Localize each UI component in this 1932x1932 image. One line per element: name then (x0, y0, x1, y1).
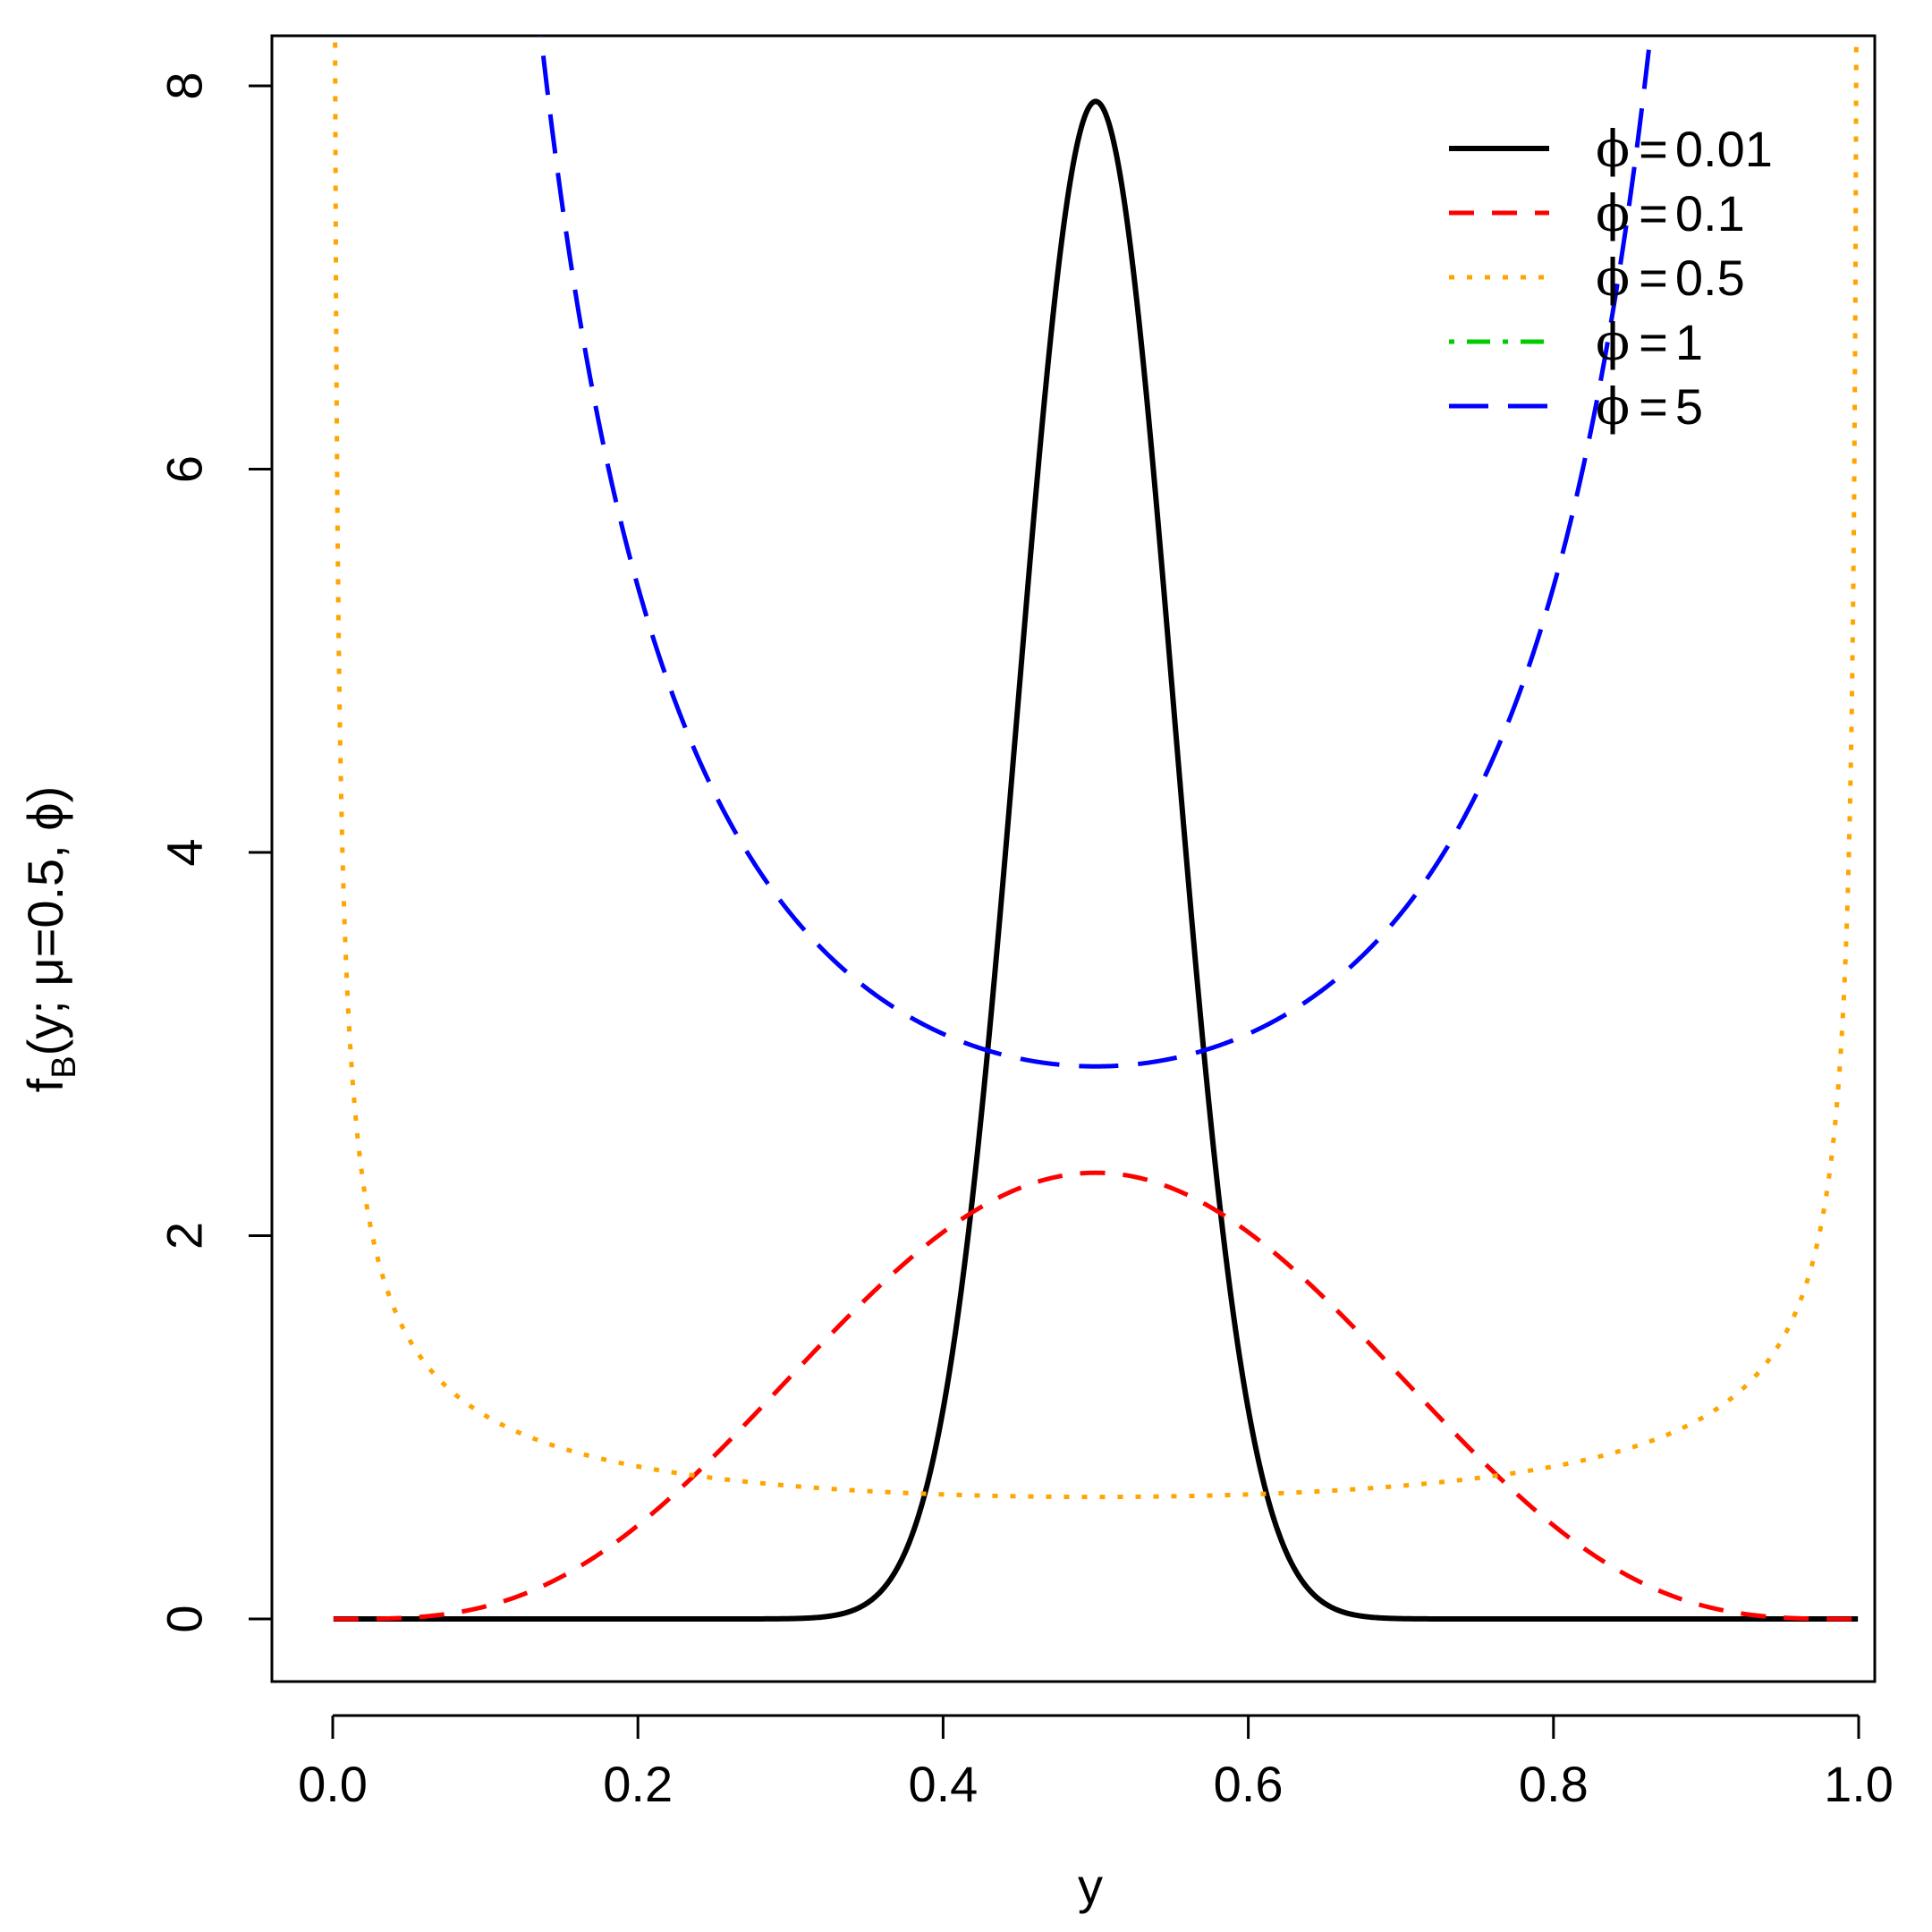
legend-label-4: ϕ = 5 (1596, 378, 1703, 436)
x-axis-title: y (1078, 1858, 1103, 1914)
legend-label-0: ϕ = 0.01 (1596, 121, 1773, 179)
y-axis-title: fB(y; μ=0.5, ϕ) (17, 786, 83, 1093)
y-tick-label-1: 2 (157, 1222, 213, 1250)
y-tick-label-2: 4 (157, 838, 213, 866)
x-axis: 0.0 0.2 0.4 0.6 0.8 1.0 (298, 1714, 1894, 1812)
x-tick-label-0: 0.0 (298, 1756, 368, 1812)
x-tick-label-5: 1.0 (1824, 1756, 1894, 1812)
y-axis-title-args: (y; μ=0.5, ϕ) (17, 786, 73, 1056)
y-axis: 0 2 4 6 8 (157, 72, 274, 1633)
x-tick-label-2: 0.4 (908, 1756, 978, 1812)
legend-label-3: ϕ = 1 (1596, 314, 1703, 372)
legend-label-2: ϕ = 0.5 (1596, 250, 1745, 308)
y-tick-label-0: 0 (157, 1605, 213, 1632)
legend: ϕ = 0.01 ϕ = 0.1 ϕ = 0.5 ϕ = 1 ϕ = 5 (1449, 121, 1773, 436)
series-line-2 (333, 36, 1859, 1500)
y-tick-label-3: 6 (157, 455, 213, 483)
plot-frame (270, 34, 1877, 1683)
x-tick-label-3: 0.6 (1214, 1756, 1284, 1812)
series-line-4 (538, 36, 1653, 1069)
series-line-0 (332, 98, 1860, 1622)
legend-label-1: ϕ = 0.1 (1596, 185, 1745, 243)
series-lines (332, 36, 1860, 1622)
y-axis-title-base: f (17, 1078, 73, 1092)
y-tick-label-4: 8 (157, 72, 213, 99)
series-line-1 (332, 1170, 1860, 1622)
x-tick-label-1: 0.2 (603, 1756, 673, 1812)
x-tick-label-4: 0.8 (1519, 1756, 1589, 1812)
y-axis-title-subscript: B (46, 1055, 83, 1078)
